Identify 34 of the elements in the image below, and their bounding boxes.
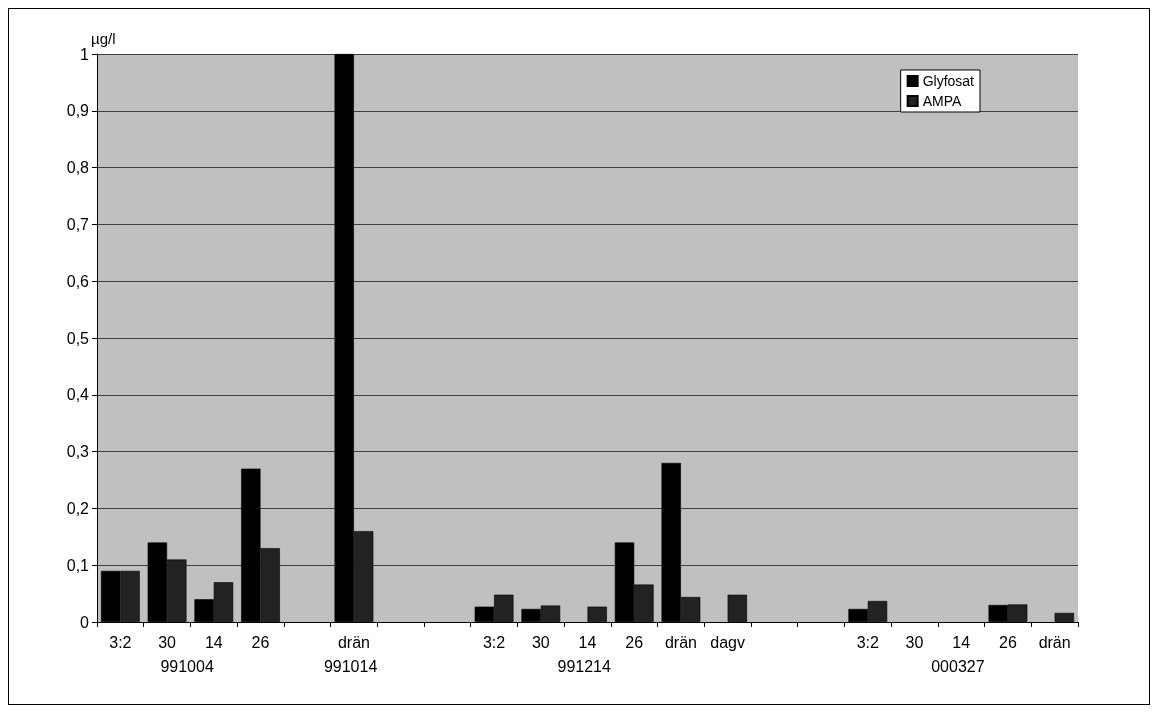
x-tick-label: 26 (251, 633, 270, 651)
x-tick-label: 3:2 (482, 633, 506, 651)
x-tick-label: 3:2 (856, 633, 879, 651)
text: 991004 (160, 657, 214, 675)
x-tick-label: drän (337, 633, 370, 651)
x-tick-label: 30 (905, 633, 924, 651)
y-tick-label: 0 (80, 613, 90, 631)
x-tick-label: 14 (952, 633, 971, 651)
x-tick-label: 26 (999, 633, 1017, 651)
x-tick-label: dagv (710, 633, 745, 651)
y-axis-title: µg/l (91, 30, 116, 48)
y-tick-label: 0,9 (66, 102, 90, 120)
x-tick-label: 3:2 (109, 633, 132, 651)
text: 000327 (931, 657, 985, 675)
y-tick-label: 0,1 (66, 556, 90, 574)
x-tick-label: drän (664, 633, 697, 651)
legend-label: Glyfosat (922, 73, 975, 89)
x-tick-label: drän (1038, 633, 1071, 651)
x-tick-label: 30 (158, 633, 177, 651)
y-tick-label: 0,8 (66, 159, 90, 177)
text: 991214 (557, 657, 611, 675)
x-tick-label: 14 (204, 633, 223, 651)
x-tick-label: 26 (625, 633, 644, 651)
y-tick-label: 0,3 (66, 443, 90, 461)
y-tick-label: 0,6 (66, 272, 90, 290)
y-tick-label: 0,5 (66, 329, 90, 347)
x-tick-label: 14 (578, 633, 597, 651)
x-tick-label: 30 (531, 633, 550, 651)
legend-label: AMPA (922, 93, 962, 109)
y-tick-label: 0,2 (66, 499, 90, 517)
y-tick-label: 1 (80, 45, 90, 63)
text: 991014 (323, 657, 378, 675)
y-tick-label: 0,7 (66, 215, 90, 233)
y-tick-label: 0,4 (66, 386, 90, 404)
